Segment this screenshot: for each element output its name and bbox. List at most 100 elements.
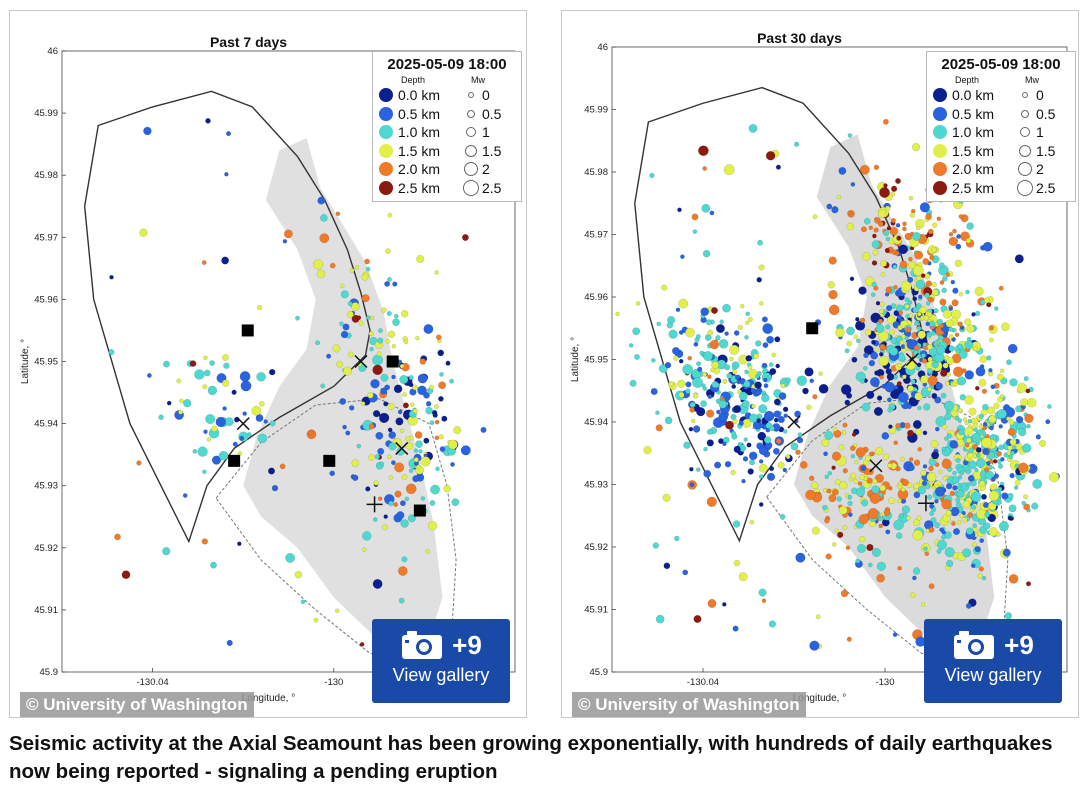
earthquake-point [377,328,383,333]
earthquake-point [758,502,764,507]
earthquake-point [209,360,215,366]
earthquake-point [964,370,974,380]
earthquake-point [964,443,970,448]
earthquake-point [879,308,884,314]
earthquake-point [825,553,832,560]
earthquake-point [162,547,171,556]
earthquake-point [890,217,896,223]
earthquake-point [655,614,665,624]
earthquake-point [634,354,640,360]
earthquake-point [225,131,231,137]
view-gallery-button[interactable]: +9 View gallery [924,619,1062,703]
earthquake-point [851,356,858,363]
earthquake-point [885,529,891,535]
earthquake-point [706,409,715,418]
earthquake-point [689,482,695,487]
earthquake-point [861,499,869,507]
earthquake-point [239,371,251,382]
earthquake-point [369,346,374,352]
earthquake-point [400,310,409,318]
earthquake-point [418,449,423,454]
earthquake-point [709,210,715,216]
earthquake-point [941,458,952,469]
earthquake-point [944,381,950,386]
earthquake-point [313,259,324,270]
earthquake-point [912,420,922,429]
instrument-x-marker [905,352,919,367]
earthquake-point [340,290,349,299]
earthquake-point [1026,397,1037,408]
chart-title: Past 7 days [210,34,287,50]
earthquake-point [403,339,409,345]
legend-magnitude-label: 1.5 [482,142,502,159]
earthquake-point [222,379,230,387]
earthquake-point [974,286,984,297]
earthquake-point [917,311,922,317]
earthquake-point [361,294,370,303]
earthquake-point [994,306,999,311]
earthquake-point [398,597,405,604]
earthquake-point [722,441,727,447]
x-tick-label: -130 [324,677,343,688]
earthquake-point [972,523,977,528]
earthquake-point [796,375,808,386]
earthquake-point [988,527,998,537]
earthquake-point [868,225,873,231]
earthquake-point [982,447,990,456]
legend-magnitude-symbol [468,92,474,99]
earthquake-point [724,331,729,336]
earthquake-point [979,424,984,429]
earthquake-point [871,240,881,249]
earthquake-point [982,241,993,252]
earthquake-point [715,335,721,341]
earthquake-point [203,355,208,360]
earthquake-point [224,417,234,427]
earthquake-point [763,377,768,383]
earthquake-point [387,212,393,218]
earthquake-point [409,402,415,407]
earthquake-point [993,402,1000,409]
earthquake-point [934,499,939,504]
earthquake-point [412,475,420,483]
legend-row: 0.5 km 0.5 [933,105,1069,124]
earthquake-point [939,298,947,306]
earthquake-point [904,422,911,429]
earthquake-point [211,425,218,432]
earthquake-point [948,345,955,352]
earthquake-point [256,371,266,382]
earthquake-point [832,542,837,547]
earthquake-point [841,430,847,435]
earthquake-point [956,234,961,239]
earthquake-point [956,376,967,386]
earthquake-point [908,256,913,262]
camera-icon [402,631,443,659]
earthquake-point [367,392,374,399]
earthquake-point [907,429,914,437]
earthquake-point [373,480,379,486]
earthquake-point [844,348,850,354]
earthquake-point [958,429,965,436]
earthquake-point [375,431,384,440]
earthquake-point [682,569,689,576]
instrument-square-marker [413,504,426,517]
earthquake-point [1006,416,1011,421]
earthquake-point [768,620,777,628]
earthquake-point [405,436,411,442]
earthquake-point [974,310,981,317]
earthquake-point [966,324,975,333]
earthquake-point [953,528,961,536]
view-gallery-button[interactable]: +9 View gallery [372,619,510,703]
earthquake-point [859,164,870,175]
y-tick-label: 45.97 [34,232,58,243]
earthquake-point [748,365,753,370]
earthquake-point [706,439,714,447]
earthquake-point [832,427,838,432]
earthquake-point [1009,472,1015,479]
earthquake-point [767,374,772,379]
earthquake-point [674,535,680,542]
earthquake-point [982,421,988,427]
y-tick-label: 45.91 [584,605,608,616]
legend-row: 2.0 km 2 [379,160,515,179]
earthquake-point [831,206,839,214]
earthquake-point [988,368,993,373]
